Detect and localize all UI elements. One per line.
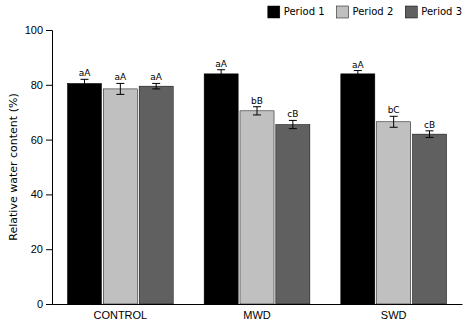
plot: 0 20 40 60 80 100 CONTROL MWD SWD aA aA aA aA bB bC aA c… bbox=[25, 24, 463, 321]
y-tick-label: 80 bbox=[31, 79, 43, 91]
y-tick-label: 60 bbox=[31, 134, 43, 146]
bar bbox=[412, 134, 446, 304]
bar-annotation: bC bbox=[388, 105, 400, 115]
y-tick-mark bbox=[46, 194, 52, 195]
x-tick-label: SWD bbox=[381, 309, 407, 321]
legend-label: Period 1 bbox=[284, 6, 325, 17]
y-tick-label: 100 bbox=[25, 24, 43, 36]
bar-annotation: aA bbox=[114, 72, 127, 82]
bar-annotation: bB bbox=[251, 96, 263, 106]
bar-annotation: cB bbox=[424, 120, 435, 130]
error-bar bbox=[80, 79, 88, 87]
y-tick: 60 bbox=[31, 134, 52, 146]
x-tick-label: MWD bbox=[243, 309, 271, 321]
x-axis-line bbox=[53, 304, 463, 305]
y-tick: 0 bbox=[37, 298, 52, 310]
legend: Period 1 Period 2 Period 3 bbox=[268, 6, 462, 18]
annotations: aA aA aA aA bB bC aA cB cB bbox=[79, 59, 435, 130]
series bbox=[67, 70, 374, 304]
error-bar bbox=[289, 120, 297, 128]
x-axis: CONTROL MWD SWD bbox=[53, 304, 463, 321]
bars bbox=[67, 70, 446, 304]
series bbox=[103, 83, 410, 304]
x-tick: CONTROL bbox=[93, 304, 147, 321]
legend-swatch bbox=[405, 6, 417, 18]
y-tick: 40 bbox=[31, 188, 52, 200]
bar-annotation: aA bbox=[352, 60, 365, 70]
y-tick-mark bbox=[46, 140, 52, 141]
error-bar bbox=[152, 83, 160, 88]
chart: 0 20 40 60 80 100 CONTROL MWD SWD aA aA aA aA bB bC aA c… bbox=[0, 0, 474, 332]
legend-label: Period 2 bbox=[353, 6, 394, 17]
error-bar bbox=[390, 116, 398, 127]
y-tick-mark bbox=[46, 30, 52, 31]
x-tick: SWD bbox=[381, 304, 407, 321]
y-tick-label: 20 bbox=[31, 243, 43, 255]
x-tick: MWD bbox=[243, 304, 271, 321]
legend-item: Period 3 bbox=[405, 6, 462, 18]
y-axis-title: Relative water content (%) bbox=[7, 93, 20, 240]
error-bar bbox=[217, 70, 225, 78]
y-tick-label: 40 bbox=[31, 188, 43, 200]
y-axis-line bbox=[46, 31, 53, 305]
bar-annotation: aA bbox=[150, 72, 163, 82]
error-bar bbox=[116, 83, 124, 94]
y-tick: 100 bbox=[25, 24, 52, 36]
error-bar bbox=[354, 71, 362, 78]
bar bbox=[139, 86, 173, 304]
x-tick-label: CONTROL bbox=[93, 309, 147, 321]
bar bbox=[67, 83, 101, 304]
bar bbox=[103, 89, 137, 304]
y-tick: 80 bbox=[31, 79, 52, 91]
y-tick-mark bbox=[46, 85, 52, 86]
y-tick: 20 bbox=[31, 243, 52, 255]
series bbox=[139, 83, 446, 304]
y-tick-mark bbox=[46, 304, 52, 305]
legend-swatch bbox=[268, 6, 280, 18]
bar-annotation: aA bbox=[215, 59, 228, 69]
bar-annotation: cB bbox=[287, 109, 298, 119]
bar bbox=[341, 74, 375, 304]
bar bbox=[276, 125, 310, 304]
legend-item: Period 1 bbox=[268, 6, 325, 18]
legend-swatch bbox=[337, 6, 349, 18]
legend-item: Period 2 bbox=[337, 6, 394, 18]
bar bbox=[240, 111, 274, 304]
error-bar bbox=[426, 131, 434, 138]
y-tick-mark bbox=[46, 249, 52, 250]
bar bbox=[204, 74, 238, 304]
bar bbox=[377, 122, 411, 304]
legend-label: Period 3 bbox=[421, 6, 462, 17]
bar-annotation: aA bbox=[79, 68, 92, 78]
y-axis: 0 20 40 60 80 100 bbox=[25, 24, 53, 310]
y-tick-label: 0 bbox=[37, 298, 43, 310]
error-bar bbox=[253, 107, 261, 115]
